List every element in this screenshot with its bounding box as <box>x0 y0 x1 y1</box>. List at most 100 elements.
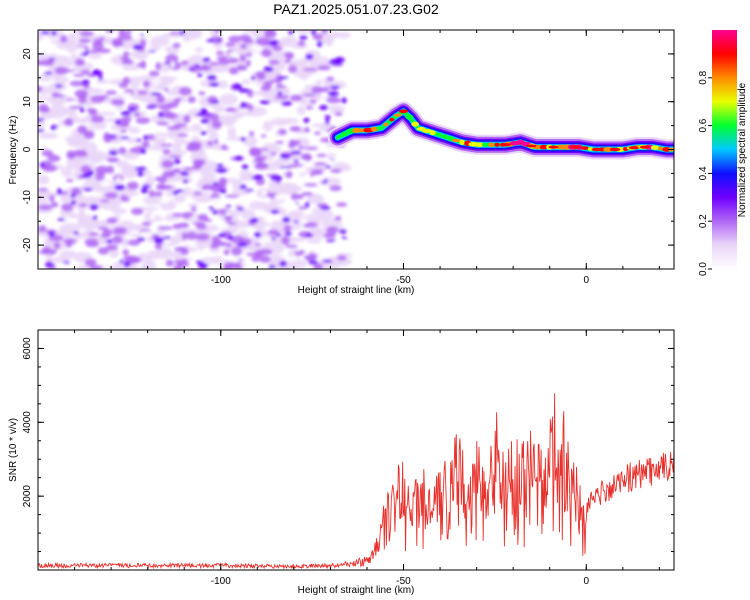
noise-blob <box>334 215 342 221</box>
colorbar-tick-label: 0.4 <box>698 166 709 180</box>
noise-patch <box>208 132 219 142</box>
noise-blob <box>255 156 268 160</box>
noise-blob <box>156 121 170 126</box>
ridge-core <box>610 147 621 152</box>
noise-blob <box>88 108 98 116</box>
noise-blob <box>165 54 179 63</box>
noise-patch <box>317 210 334 219</box>
ridge-hotspot <box>662 147 671 152</box>
noise-peak <box>92 215 98 221</box>
noise-patch <box>266 99 285 104</box>
noise-peak <box>43 71 53 75</box>
noise-gap <box>170 60 175 68</box>
noise-peak <box>81 79 90 86</box>
noise-peak <box>114 119 121 125</box>
noise-gap <box>211 155 220 159</box>
noise-patch <box>128 76 142 88</box>
colorbar-tick-label: 0.8 <box>698 70 709 84</box>
noise-blob <box>129 147 135 153</box>
noise-blob <box>162 148 171 155</box>
snr-y-axis-label: SNR (10 * v/v) <box>8 418 19 482</box>
noise-blob <box>336 255 347 261</box>
snr-series <box>38 393 674 570</box>
noise-peak <box>82 187 94 192</box>
noise-patch <box>299 69 309 81</box>
colorbar-tick-label: 0.2 <box>698 214 709 228</box>
noise-gap <box>154 55 159 60</box>
noise-peak <box>163 236 172 240</box>
noise-blob <box>49 194 55 203</box>
noise-peak <box>128 107 137 112</box>
noise-blob <box>285 58 291 64</box>
noise-blob <box>326 76 335 82</box>
noise-blob <box>75 58 86 66</box>
noise-blob <box>254 243 262 247</box>
noise-peak <box>219 189 227 194</box>
snr-x-tick-label: -100 <box>211 576 231 587</box>
noise-blob <box>193 191 203 196</box>
noise-peak <box>79 106 85 113</box>
ridge-core <box>592 147 603 152</box>
noise-gap <box>157 136 164 139</box>
noise-peak <box>40 30 50 35</box>
noise-blob <box>335 202 348 207</box>
noise-blob <box>80 69 90 75</box>
noise-blob <box>304 253 318 262</box>
noise-patch <box>233 220 250 229</box>
ridge-hotspot <box>475 142 484 148</box>
noise-peak <box>236 243 248 248</box>
noise-peak <box>240 137 246 142</box>
noise-peak <box>322 259 333 263</box>
noise-gap <box>162 30 171 33</box>
noise-patch <box>47 97 68 105</box>
noise-gap <box>145 48 156 51</box>
noise-gap <box>115 177 122 183</box>
noise-peak <box>132 44 143 51</box>
noise-blob <box>78 203 88 208</box>
noise-patch <box>191 149 202 159</box>
noise-blob <box>299 249 306 254</box>
noise-patch <box>59 250 77 260</box>
noise-blob <box>134 112 141 117</box>
noise-blob <box>38 225 47 233</box>
spectrogram-y-tick-label: -10 <box>22 190 33 205</box>
noise-patch <box>165 89 180 96</box>
ridge-core <box>639 145 650 149</box>
noise-blob <box>119 122 129 128</box>
noise-blob <box>106 217 118 224</box>
noise-patch <box>128 126 141 134</box>
noise-blob <box>216 56 229 61</box>
noise-peak <box>324 165 332 169</box>
noise-blob <box>106 165 115 174</box>
noise-peak <box>48 231 55 237</box>
noise-blob <box>122 249 129 256</box>
noise-blob <box>69 105 84 110</box>
noise-gap <box>151 210 163 216</box>
noise-patch <box>243 135 258 148</box>
noise-blob <box>285 170 293 179</box>
noise-gap <box>289 159 295 164</box>
noise-blob <box>38 85 43 93</box>
noise-blob <box>39 59 55 67</box>
ridge-hotspot <box>494 142 500 147</box>
noise-blob <box>121 30 128 35</box>
noise-peak <box>328 59 340 65</box>
noise-blob <box>78 38 91 44</box>
noise-peak <box>195 112 205 117</box>
noise-blob <box>161 159 174 169</box>
noise-patch <box>213 256 223 264</box>
noise-gap <box>103 265 109 269</box>
noise-blob <box>236 66 249 71</box>
noise-patch <box>289 185 303 192</box>
noise-peak <box>206 39 215 43</box>
noise-peak <box>62 260 71 264</box>
noise-peak <box>197 262 209 269</box>
noise-peak <box>278 76 289 80</box>
noise-blob <box>303 93 316 97</box>
noise-blob <box>314 131 321 135</box>
snr-line <box>38 393 674 570</box>
noise-blob <box>88 232 99 237</box>
noise-blob <box>141 140 150 148</box>
noise-blob <box>172 223 182 230</box>
noise-peak <box>48 57 56 61</box>
